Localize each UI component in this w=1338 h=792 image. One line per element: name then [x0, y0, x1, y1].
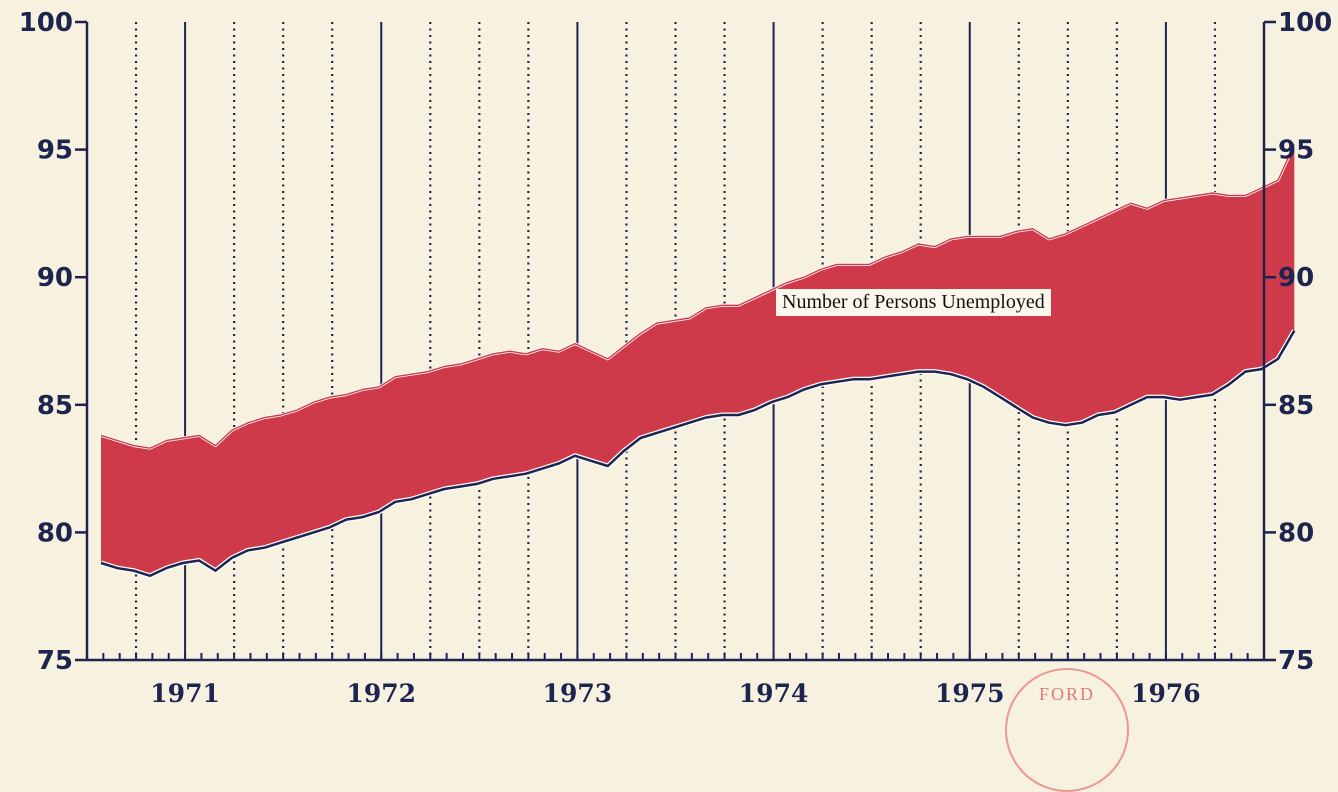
- y-tick-label-left: 85: [37, 391, 73, 421]
- x-year-label: 1973: [543, 679, 613, 707]
- y-tick-label-right: 75: [1278, 646, 1314, 676]
- y-tick-label-left: 95: [37, 136, 73, 166]
- y-tick-label-right: 80: [1278, 518, 1314, 548]
- x-year-label: 1971: [150, 679, 220, 707]
- y-tick-label-left: 90: [37, 263, 73, 293]
- y-tick-label-right: 95: [1278, 136, 1314, 166]
- band-annotation: Number of Persons Unemployed: [776, 289, 1051, 316]
- x-year-label: 1972: [346, 679, 416, 707]
- y-tick-label-right: 85: [1278, 391, 1314, 421]
- stamp-text: FORD: [1038, 684, 1095, 704]
- x-year-label: 1976: [1131, 679, 1201, 707]
- x-year-label: 1974: [739, 679, 809, 707]
- chart-svg: 75 75 80 80 85 85 90 90 95 95 100 100 1971 1972 1973 19…: [19, 8, 1333, 708]
- unemployed-band: [101, 144, 1295, 576]
- y-tick-label-left: 75: [37, 646, 73, 676]
- x-year-label: 1975: [935, 679, 1005, 707]
- lower-series-line: [100, 330, 1296, 578]
- library-stamp: FORD: [1005, 668, 1129, 792]
- y-tick-label-right: 100: [1278, 8, 1332, 38]
- y-tick-label-right: 90: [1278, 263, 1314, 293]
- y-tick-label-left: 100: [19, 8, 73, 38]
- chart: 75 75 80 80 85 85 90 90 95 95 100 100 1971 1972 1973 19…: [19, 8, 1333, 708]
- upper-series-line: [100, 144, 1295, 449]
- y-tick-label-left: 80: [37, 518, 73, 548]
